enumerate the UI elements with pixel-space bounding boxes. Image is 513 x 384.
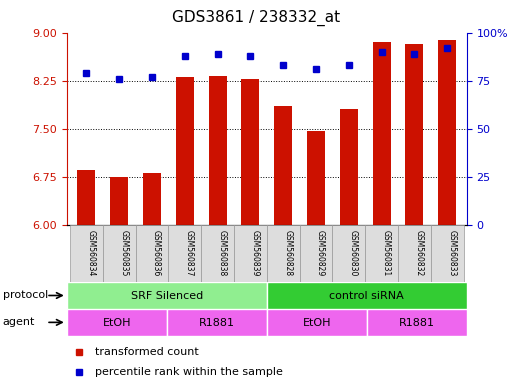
Bar [103,225,135,282]
Bar [67,282,267,309]
Text: GSM560838: GSM560838 [218,230,227,276]
Bar [267,282,467,309]
Bar [267,225,300,282]
Bar [201,225,234,282]
Bar [274,106,292,225]
Text: GSM560837: GSM560837 [185,230,194,276]
Bar [135,225,168,282]
Bar [300,225,332,282]
Text: agent: agent [3,317,35,327]
Bar [168,225,201,282]
Bar [431,225,464,282]
Text: R1881: R1881 [199,318,235,328]
Text: GSM560829: GSM560829 [316,230,325,276]
Bar [209,76,227,225]
Bar [77,170,95,225]
Bar [372,42,390,225]
Bar [340,109,358,225]
Text: GSM560836: GSM560836 [152,230,161,276]
Bar [176,78,194,225]
Bar [307,131,325,225]
Text: control siRNA: control siRNA [329,291,404,301]
Text: GSM560834: GSM560834 [86,230,95,276]
Bar [267,309,367,336]
Bar [398,225,431,282]
Bar [110,177,128,225]
Bar [70,225,103,282]
Text: GDS3861 / 238332_at: GDS3861 / 238332_at [172,10,341,26]
Bar [143,174,161,225]
Bar [365,225,398,282]
Text: GSM560839: GSM560839 [250,230,260,276]
Bar [405,44,423,225]
Text: SRF Silenced: SRF Silenced [131,291,203,301]
Bar [438,40,456,225]
Text: percentile rank within the sample: percentile rank within the sample [95,367,283,377]
Text: protocol: protocol [3,290,48,300]
Bar [167,309,267,336]
Bar [367,309,467,336]
Bar [241,79,260,225]
Text: GSM560833: GSM560833 [447,230,456,276]
Bar [67,309,167,336]
Bar [332,225,365,282]
Text: R1881: R1881 [399,318,435,328]
Text: GSM560828: GSM560828 [283,230,292,276]
Text: GSM560835: GSM560835 [119,230,128,276]
Text: GSM560830: GSM560830 [349,230,358,276]
Text: EtOH: EtOH [303,318,331,328]
Text: transformed count: transformed count [95,347,199,357]
Text: GSM560832: GSM560832 [415,230,423,276]
Bar [234,225,267,282]
Text: EtOH: EtOH [103,318,131,328]
Text: GSM560831: GSM560831 [382,230,390,276]
